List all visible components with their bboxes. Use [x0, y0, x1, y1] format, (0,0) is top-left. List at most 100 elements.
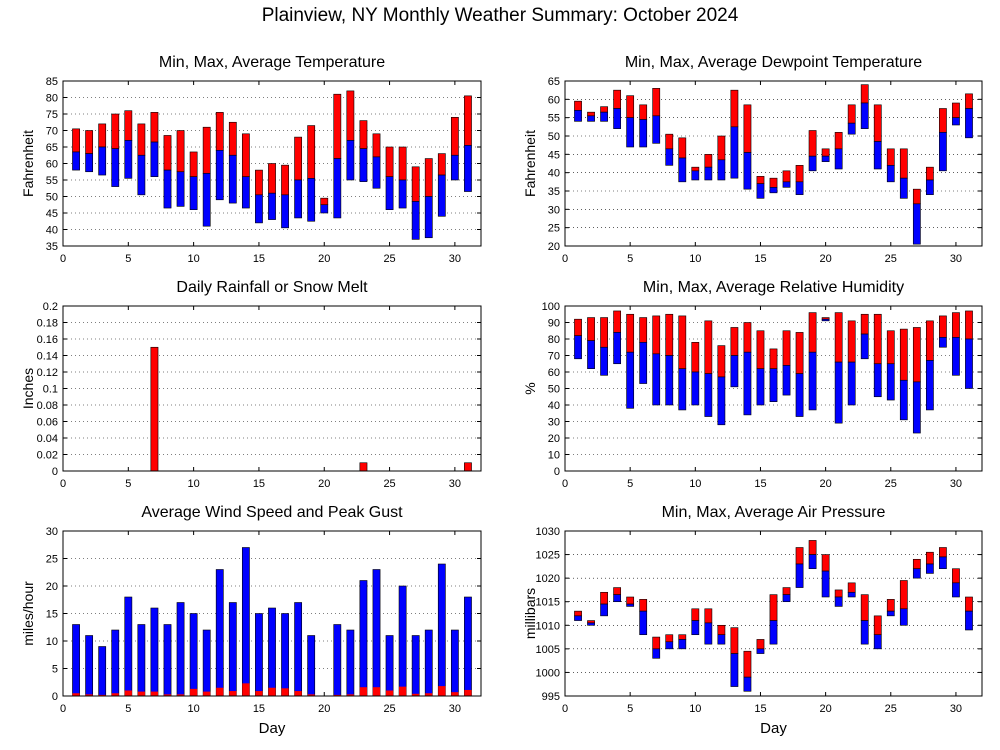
temperature-xtick-label: 15 — [253, 253, 265, 265]
humidity-bar-lower — [730, 355, 739, 388]
temperature-ytick-label: 75 — [46, 109, 58, 121]
temperature-xtick-label: 25 — [383, 253, 395, 265]
dewpoint-bar-lower — [691, 170, 700, 181]
rainfall-bar — [150, 346, 159, 472]
wind-avg-bar — [346, 694, 354, 696]
dewpoint-bar-lower — [756, 183, 765, 199]
pressure-bar-lower — [587, 622, 595, 626]
rainfall-chart: Daily Rainfall or Snow Melt 0 0.02 0.04 0.06… — [20, 279, 482, 490]
temperature-bar-upper — [294, 136, 303, 181]
dewpoint-bar-lower — [600, 111, 608, 122]
pressure-ytick-label: 1020 — [536, 573, 560, 585]
wind-avg-bar — [137, 691, 145, 696]
humidity-bar-lower — [795, 373, 804, 417]
wind-ytick-label: 0 — [52, 691, 58, 703]
wind-xtick-label: 5 — [125, 703, 131, 715]
rainfall-xtick-label: 20 — [318, 478, 330, 490]
wind-avg-bar — [216, 687, 224, 696]
dewpoint-bar-upper — [860, 84, 869, 104]
temperature-bar-lower — [320, 204, 329, 214]
dewpoint-title: Min, Max, Average Dewpoint Temperature — [625, 54, 922, 71]
temperature-bar-upper — [202, 126, 211, 174]
dewpoint-bar-lower — [639, 119, 648, 148]
temperature-xtick-label: 30 — [449, 253, 461, 265]
wind-avg-bar — [307, 694, 315, 696]
dewpoint-xtick-label: 20 — [820, 253, 832, 265]
humidity-xtick-label: 0 — [562, 478, 568, 490]
temperature-bar-lower — [111, 148, 120, 187]
temperature-bar-lower — [307, 178, 316, 222]
dewpoint-bar-upper — [652, 88, 661, 117]
wind-gust-bar — [333, 624, 342, 697]
temperature-bar-upper — [346, 90, 355, 141]
humidity-bar-upper — [965, 310, 973, 340]
wind-chart: Average Wind Speed and Peak Gust 0 5 10 15 20… — [20, 504, 482, 737]
rainfall-ytick-label: 0.08 — [37, 400, 58, 412]
wind-gust-bar — [72, 624, 80, 697]
rainfall-title: Daily Rainfall or Snow Melt — [176, 279, 368, 296]
humidity-bar-upper — [743, 322, 752, 353]
temperature-bar-upper — [176, 130, 185, 173]
temperature-bar-upper — [111, 113, 120, 149]
temperature-chart: Min, Max, Average Temperature35404550556… — [20, 54, 482, 265]
humidity-bar-upper — [769, 348, 778, 369]
dewpoint-bar-upper — [925, 166, 934, 181]
wind-gust-bar — [189, 613, 198, 697]
pressure-bar-lower — [691, 620, 700, 636]
temperature-bar-lower — [385, 176, 394, 210]
temperature-xtick-label: 20 — [318, 253, 330, 265]
dewpoint-bar-upper — [952, 102, 960, 118]
temperature-bar-lower — [411, 201, 420, 240]
rainfall-ytick-label: 0.1 — [43, 384, 58, 396]
page-title: Plainview, NY Monthly Weather Summary: O… — [261, 5, 739, 26]
pressure-bar-upper — [821, 554, 830, 572]
temperature-bar-upper — [228, 121, 237, 156]
dewpoint-xtick-label: 25 — [885, 253, 897, 265]
temperature-bar-lower — [241, 176, 250, 209]
rainfall-ytick-label: 0.02 — [37, 450, 58, 462]
pressure-ytick-label: 1030 — [536, 526, 560, 538]
humidity-bar-upper — [704, 320, 713, 374]
dewpoint-ylabel: Fahrenheit — [522, 130, 538, 197]
pressure-bar-lower — [782, 594, 791, 603]
wind-gust-bar — [98, 646, 107, 697]
temperature-bar-upper — [124, 110, 133, 141]
humidity-bar-upper — [691, 341, 700, 373]
humidity-bar-upper — [912, 327, 921, 383]
humidity-bar-upper — [925, 320, 934, 361]
temperature-ytick-label: 65 — [46, 142, 58, 154]
temperature-bar-upper — [372, 133, 381, 158]
rainfall-bar — [359, 462, 368, 472]
dewpoint-bar-lower — [743, 152, 752, 190]
humidity-bar-upper — [873, 313, 882, 365]
temperature-bar-lower — [202, 173, 211, 227]
dewpoint-bar-upper — [782, 170, 791, 183]
pressure-bar-lower — [952, 582, 960, 598]
dewpoint-ytick-label: 45 — [548, 149, 560, 161]
pressure-bar-upper — [795, 547, 804, 565]
wind-plot-frame — [62, 530, 482, 697]
pressure-bar-upper — [665, 634, 674, 643]
rainfall-ytick-label: 0.2 — [43, 301, 58, 313]
wind-ytick-label: 5 — [52, 664, 58, 676]
humidity-bar-upper — [626, 313, 635, 353]
humidity-bar-lower — [691, 371, 700, 406]
dewpoint-bar-upper — [704, 154, 713, 168]
temperature-bar-upper — [268, 163, 276, 194]
wind-avg-bar — [85, 694, 93, 696]
wind-gust-bar — [228, 602, 237, 697]
pressure-bar-lower — [574, 615, 582, 621]
rainfall-ytick-label: 0.16 — [37, 334, 58, 346]
pressure-bar-lower — [847, 591, 856, 598]
rainfall-xtick-label: 10 — [188, 478, 200, 490]
temperature-ylabel: Fahrenheit — [20, 130, 36, 197]
wind-avg-bar — [72, 693, 80, 696]
pressure-bar-upper — [756, 639, 765, 650]
temperature-bar-lower — [346, 140, 355, 181]
wind-avg-bar — [124, 690, 132, 696]
humidity-bar-lower — [860, 333, 869, 360]
wind-xtick-label: 10 — [188, 703, 200, 715]
humidity-bar-upper — [613, 310, 622, 333]
pressure-bar-upper — [691, 608, 700, 621]
wind-avg-bar — [176, 694, 185, 696]
